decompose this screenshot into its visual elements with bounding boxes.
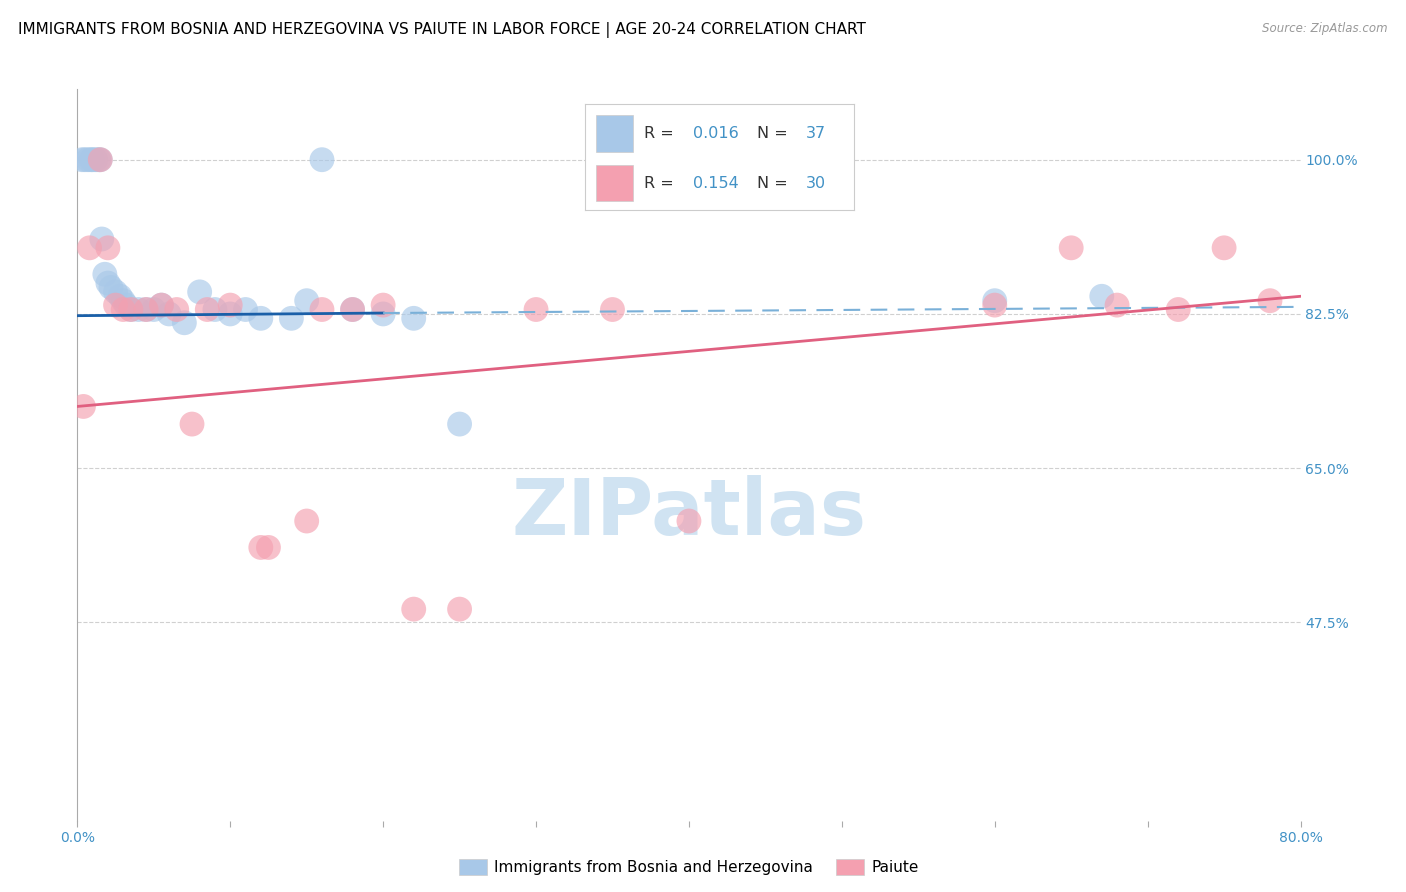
Point (104, 285, 127, 299)
Point (188, 285, 211, 299)
Point (90, 232, 112, 246)
Point (1258, 293, 1281, 308)
Point (135, 302, 157, 317)
Point (82, 153, 104, 167)
Point (984, 293, 1007, 308)
Point (280, 311, 302, 326)
Point (84, 153, 107, 167)
Point (371, 307, 394, 321)
Point (1060, 241, 1083, 255)
Point (602, 302, 624, 317)
Point (257, 541, 280, 555)
Point (295, 514, 318, 528)
Point (87, 153, 110, 167)
Point (112, 293, 135, 308)
Point (219, 298, 242, 312)
Point (73, 153, 96, 167)
Point (108, 289, 131, 303)
Point (524, 302, 547, 317)
Point (1213, 241, 1236, 255)
Point (104, 298, 127, 312)
Point (173, 316, 195, 330)
Point (70, 153, 93, 167)
Point (89, 153, 111, 167)
Point (342, 302, 364, 317)
Text: IMMIGRANTS FROM BOSNIA AND HERZEGOVINA VS PAIUTE IN LABOR FORCE | AGE 20-24 CORR: IMMIGRANTS FROM BOSNIA AND HERZEGOVINA V… (18, 22, 866, 38)
Point (181, 417, 204, 431)
Point (250, 541, 273, 555)
Text: ZIPatlas: ZIPatlas (512, 475, 866, 551)
Text: Source: ZipAtlas.com: Source: ZipAtlas.com (1263, 22, 1388, 36)
Point (402, 602, 425, 616)
Point (89, 153, 111, 167)
Point (402, 311, 425, 326)
Point (195, 302, 218, 317)
Point (80, 153, 103, 167)
Point (311, 302, 333, 317)
Point (150, 298, 173, 312)
Point (150, 298, 173, 312)
Point (449, 602, 471, 616)
Point (120, 302, 142, 317)
Point (984, 298, 1007, 312)
Point (295, 293, 318, 308)
Point (157, 307, 180, 321)
Point (250, 311, 273, 326)
Point (235, 302, 257, 317)
Point (1107, 298, 1129, 312)
Point (166, 302, 188, 317)
Point (219, 307, 242, 321)
Point (100, 280, 122, 294)
Point (115, 298, 138, 312)
Legend: Immigrants from Bosnia and Herzegovina, Paiute: Immigrants from Bosnia and Herzegovina, … (451, 851, 927, 882)
Point (112, 302, 135, 317)
Point (204, 302, 226, 317)
Point (678, 514, 700, 528)
Point (449, 417, 471, 431)
Point (120, 302, 142, 317)
Point (311, 153, 333, 167)
Point (97, 241, 120, 255)
Point (72, 400, 94, 414)
Point (1091, 289, 1114, 303)
Point (135, 302, 157, 317)
Point (342, 302, 364, 317)
Point (371, 298, 394, 312)
Point (94, 267, 117, 281)
Point (142, 302, 165, 317)
Point (77, 153, 100, 167)
Point (128, 302, 150, 317)
Point (1167, 302, 1189, 317)
Point (79, 241, 101, 255)
Point (97, 276, 120, 290)
